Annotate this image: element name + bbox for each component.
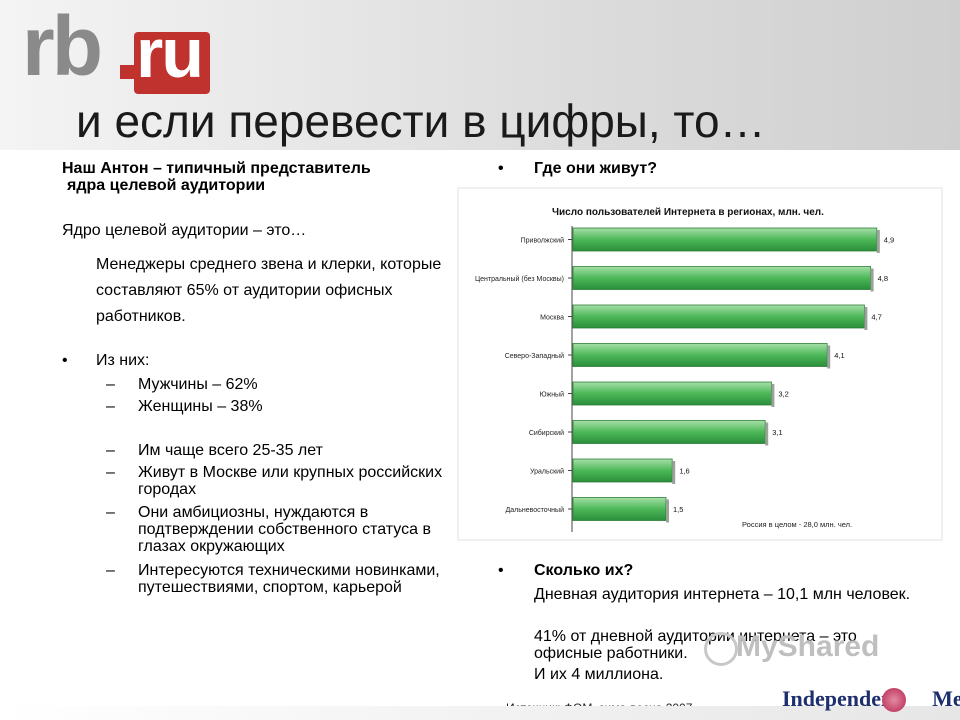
dash-icon: – xyxy=(106,464,115,481)
regions-chart: Число пользователей Интернета в регионах… xyxy=(456,186,944,542)
chart-bar xyxy=(572,497,667,521)
chart-bar xyxy=(572,381,772,406)
list-item-text: Мужчины – 62% xyxy=(138,376,258,393)
chart-bar xyxy=(572,266,872,290)
independent-media-logo: Independent Media xyxy=(782,686,960,712)
core-description: Менеджеры среднего звена и клерки, котор… xyxy=(96,256,442,325)
chart-bar xyxy=(572,420,766,444)
partner-name-1: Independent xyxy=(782,686,901,711)
dash-icon: – xyxy=(106,442,115,459)
chart-value-label: 4,1 xyxy=(834,351,844,360)
chart-value-label: 4,9 xyxy=(884,236,894,245)
chart-value-label: 3,2 xyxy=(778,390,788,399)
chart-annotation: Россия в целом - 28,0 млн. чел. xyxy=(742,520,852,529)
chart-bar-shadow xyxy=(765,422,769,446)
chart-value-label: 3,1 xyxy=(772,428,782,437)
list-item-text: Они амбициозны, нуждаются в подтверждени… xyxy=(138,504,431,555)
logo-rb-text: rb xyxy=(22,0,103,93)
chart-bar-shadow xyxy=(771,384,775,407)
chart-bar xyxy=(572,227,878,252)
logo-ru-box xyxy=(134,32,210,94)
dash-icon: – xyxy=(106,504,115,521)
chart-category-label: Центральный (без Москвы) xyxy=(475,275,564,283)
chart-category-label: Уральский xyxy=(530,468,564,476)
bullet-icon: • xyxy=(498,160,504,177)
regions-bar-chart: Число пользователей Интернета в регионах… xyxy=(457,187,943,541)
lead-text: Наш Антон – типичный представитель ядра … xyxy=(62,160,452,194)
myshared-icon xyxy=(704,632,738,666)
office-share-text: 41% от дневной аудитории интернета – это… xyxy=(534,628,857,662)
logo-dot xyxy=(120,65,134,79)
chart-value-label: 4,7 xyxy=(871,313,881,322)
chart-bar xyxy=(572,343,828,367)
how-many-heading: Сколько их? xyxy=(534,562,634,579)
dash-icon: – xyxy=(106,398,115,415)
chart-category-label: Приволжский xyxy=(521,237,564,245)
chart-bar-shadow xyxy=(672,461,676,484)
where-they-live-text: Где они живут? xyxy=(534,160,657,177)
chart-bar-shadow xyxy=(827,345,831,369)
chart-category-label: Северо-Западный xyxy=(505,352,564,360)
logo-ru-text: ru xyxy=(136,14,204,92)
list-item-text: Живут в Москве или крупных российских го… xyxy=(138,464,443,498)
chart-category-label: Сибирский xyxy=(529,429,564,437)
bullet-label: Из них: xyxy=(96,352,150,369)
chart-category-label: Москва xyxy=(540,315,564,322)
chart-category-label: Южный xyxy=(539,391,564,399)
chart-category-label: Дальневосточный xyxy=(506,506,565,514)
core-label: Ядро целевой аудитории – это… xyxy=(62,222,307,239)
daily-audience-text: Дневная аудитория интернета – 10,1 млн ч… xyxy=(534,586,911,603)
list-item-text: Им чаще всего 25-35 лет xyxy=(138,442,323,459)
bottom-strip xyxy=(0,706,960,720)
bullet-icon: • xyxy=(62,352,68,369)
chart-bar-shadow xyxy=(876,230,880,253)
lead-line-2: ядра целевой аудитории xyxy=(67,177,266,194)
chart-bar xyxy=(572,304,865,329)
chart-bar-shadow xyxy=(864,307,868,330)
bullet-icon: • xyxy=(498,562,504,579)
list-item-text: Женщины – 38% xyxy=(138,398,263,415)
chart-value-label: 4,8 xyxy=(878,274,888,283)
dash-icon: – xyxy=(106,376,115,393)
partner-name-2: Media xyxy=(932,686,960,711)
dash-icon: – xyxy=(106,562,115,579)
lead-line-1: Наш Антон – типичный представитель xyxy=(62,160,371,177)
chart-bar-shadow xyxy=(870,268,874,292)
chart-value-label: 1,5 xyxy=(673,505,683,514)
chart-value-label: 1,6 xyxy=(679,467,689,476)
slide-title: и если перевести в цифры, то… xyxy=(76,95,766,147)
partner-logo-icon xyxy=(882,688,906,712)
chart-bar xyxy=(572,458,673,483)
where-they-live-heading: • Где они живут? xyxy=(498,160,657,178)
count-text: И их 4 миллиона. xyxy=(534,666,664,683)
myshared-watermark: MyShared xyxy=(736,630,880,663)
chart-title: Число пользователей Интернета в регионах… xyxy=(552,207,824,218)
list-item-text: Интересуются техническими новинками, пут… xyxy=(138,562,440,596)
chart-bar-shadow xyxy=(666,499,669,523)
